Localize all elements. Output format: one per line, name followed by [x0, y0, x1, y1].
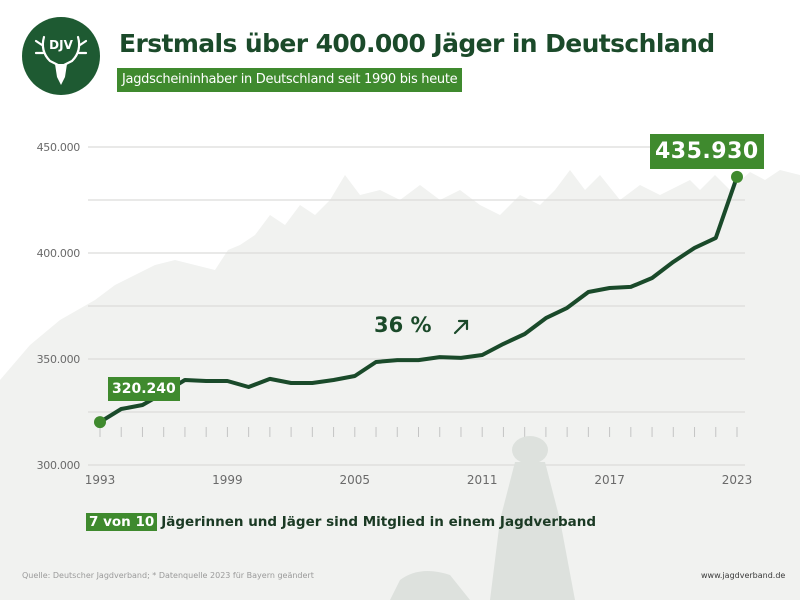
- deer-head-icon: [55, 64, 67, 85]
- arrow-up-right-icon: [453, 319, 469, 335]
- endpoint-marker: [94, 416, 106, 429]
- x-tick-label: 1993: [85, 473, 116, 487]
- header-background: [0, 0, 800, 130]
- y-tick-label: 300.000: [37, 459, 81, 472]
- members-statement: 7 von 10 Jägerinnen und Jäger sind Mitgli…: [86, 513, 597, 531]
- hunter-silhouette: [390, 436, 575, 600]
- website-link[interactable]: www.jagdverband.de: [701, 571, 786, 580]
- page-title: Erstmals über 400.000 Jäger in Deutschla…: [119, 29, 715, 58]
- logo-text: DJV: [49, 38, 73, 52]
- y-tick-label: 350.000: [37, 353, 81, 366]
- x-axis: 1993 1999 2005 2011 2017 2023: [85, 473, 753, 487]
- x-minor-ticks: [99, 427, 738, 437]
- x-tick-label: 2005: [340, 473, 371, 487]
- endpoint-marker: [731, 170, 743, 183]
- y-tick-label: 400.000: [37, 247, 81, 260]
- deer-antler-icon: [34, 35, 88, 67]
- x-tick-label: 1999: [212, 473, 243, 487]
- page-subtitle: Jagdscheininhaber in Deutschland seit 19…: [117, 68, 463, 92]
- data-points: [94, 170, 743, 429]
- x-tick-label: 2023: [722, 473, 753, 487]
- members-highlight: 7 von 10: [86, 513, 158, 531]
- djv-logo: DJV: [22, 17, 100, 95]
- gridlines: [88, 146, 745, 466]
- growth-percent: 36 %: [374, 313, 432, 337]
- x-tick-label: 2011: [467, 473, 498, 487]
- first-value-label: 320.240: [108, 377, 180, 401]
- members-text: Jägerinnen und Jäger sind Mitglied in ei…: [161, 514, 597, 530]
- forest-silhouette: [0, 130, 800, 380]
- series-line: [98, 174, 739, 425]
- y-axis: 300.000 350.000 400.000 450.000: [37, 141, 81, 472]
- x-tick-label: 2017: [594, 473, 625, 487]
- y-tick-label: 450.000: [37, 141, 81, 154]
- source-note: Quelle: Deutscher Jagdverband; * Datenqu…: [22, 571, 314, 580]
- last-value-label: 435.930: [650, 134, 764, 169]
